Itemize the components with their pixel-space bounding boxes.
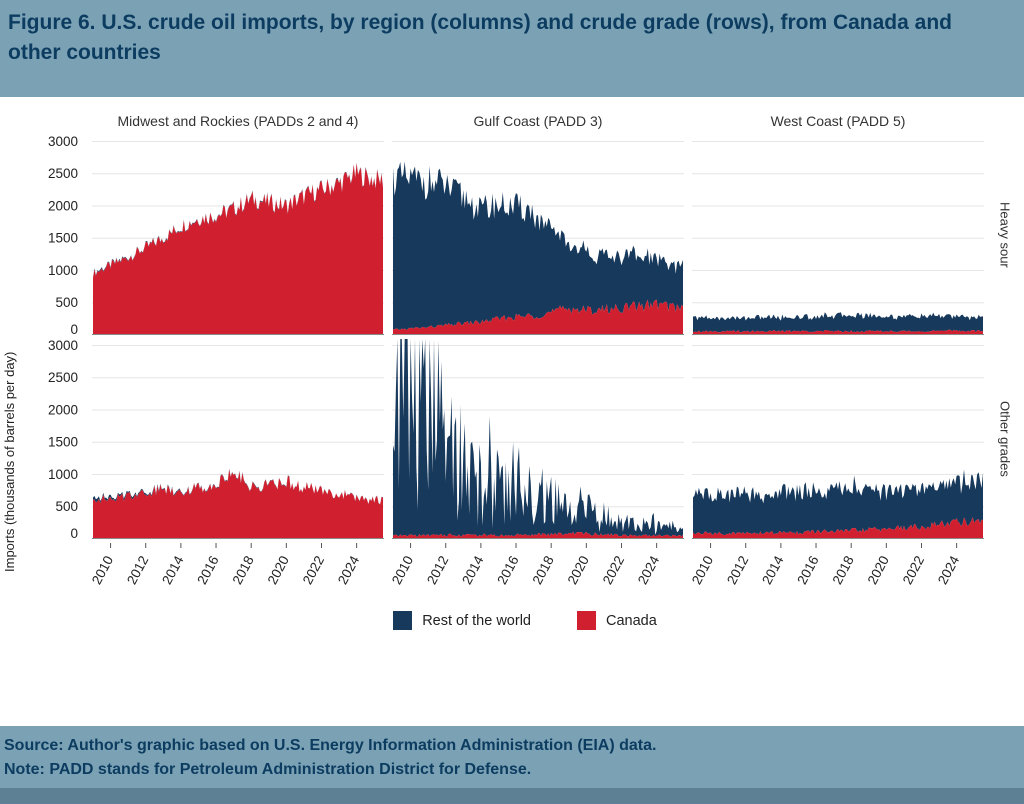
area-chart [692,140,984,335]
panel-other-grades-col1 [92,339,384,539]
bottom-strip [0,788,1024,804]
x-axis-ticks-col3: 2010 2012 2014 2016 2018 2020 2022 2024 [689,543,984,597]
y-axis-ticks-row1: 0 500 1000 1500 2000 2500 3000 [26,134,84,337]
svg-text:3000: 3000 [48,135,78,149]
figure-header-band: Figure 6. U.S. crude oil imports, by reg… [0,0,1024,97]
svg-text:2020: 2020 [865,553,892,587]
svg-text:2018: 2018 [229,553,256,587]
area-chart [92,140,384,335]
svg-text:2012: 2012 [724,553,751,587]
svg-text:500: 500 [55,295,78,310]
svg-text:1000: 1000 [48,263,78,278]
note-text: Note: PADD stands for Petroleum Administ… [4,761,532,778]
area-chart [392,140,684,335]
svg-text:2014: 2014 [459,553,487,587]
area-chart [392,339,684,539]
svg-text:2010: 2010 [92,553,116,587]
legend-item-rest-of-the-world: Rest of the world [393,611,531,630]
svg-text:2500: 2500 [48,370,78,385]
svg-text:2000: 2000 [48,402,78,417]
legend-label: Rest of the world [422,612,531,629]
svg-text:2014: 2014 [759,553,787,587]
row-title-heavy-sour: Heavy sour [997,202,1013,268]
svg-text:2018: 2018 [829,553,856,587]
panel-title-col1: Midwest and Rockies (PADDs 2 and 4) [117,113,359,129]
panel-heavy-sour-col2 [392,135,684,335]
figure-title: Figure 6. U.S. crude oil imports, by reg… [8,11,952,65]
area-chart [92,344,384,539]
chart-area: Imports (thousands of barrels per day) M… [0,97,1024,726]
svg-text:1500: 1500 [48,435,78,450]
svg-text:2020: 2020 [265,553,292,587]
svg-text:1000: 1000 [48,467,78,482]
panel-grid: Midwest and Rockies (PADDs 2 and 4) Gulf … [26,113,1024,597]
x-axis-ticks-col1: 2010 2012 2014 2016 2018 2020 2022 2024 [89,543,384,597]
svg-text:2010: 2010 [392,553,416,587]
svg-text:2014: 2014 [159,553,187,587]
legend-item-canada: Canada [577,611,657,630]
svg-text:2024: 2024 [335,553,363,587]
svg-text:0: 0 [70,526,78,539]
panel-other-grades-col3 [692,339,984,539]
legend: Rest of the world Canada [26,611,1024,630]
panel-other-grades-col2 [392,339,684,539]
source-text: Source: Author's graphic based on U.S. E… [4,737,657,754]
svg-text:1500: 1500 [48,231,78,246]
svg-text:2016: 2016 [194,553,221,587]
svg-text:2020: 2020 [565,553,592,587]
legend-label: Canada [606,612,657,629]
svg-text:2022: 2022 [900,553,927,587]
area-chart [692,344,984,539]
svg-text:2024: 2024 [935,553,963,587]
panel-heavy-sour-col1 [92,135,384,335]
svg-text:2012: 2012 [424,553,451,587]
x-axis-ticks-col2: 2010 2012 2014 2016 2018 2020 2022 2024 [389,543,684,597]
legend-swatch-canada [577,611,596,630]
legend-swatch-rest_of_world [393,611,413,630]
svg-text:3000: 3000 [48,339,78,353]
svg-text:2010: 2010 [692,553,716,587]
svg-text:2022: 2022 [600,553,627,587]
svg-text:0: 0 [70,322,78,335]
svg-text:2016: 2016 [794,553,821,587]
panel-title-col3: West Coast (PADD 5) [770,113,906,129]
svg-text:2022: 2022 [300,553,327,587]
svg-text:2016: 2016 [494,553,521,587]
y-axis-ticks-row2: 0 500 1000 1500 2000 2500 3000 [26,338,84,541]
svg-text:2000: 2000 [48,198,78,213]
svg-text:500: 500 [55,499,78,514]
panel-title-col2: Gulf Coast (PADD 3) [473,113,603,129]
row-title-other-grades: Other grades [997,401,1013,477]
figure-footer-band: Source: Author's graphic based on U.S. E… [0,726,1024,788]
svg-text:2018: 2018 [529,553,556,587]
panel-heavy-sour-col3 [692,135,984,335]
svg-text:2012: 2012 [124,553,151,587]
y-axis-title: Imports (thousands of barrels per day) [2,351,17,573]
svg-text:2024: 2024 [635,553,663,587]
svg-text:2500: 2500 [48,166,78,181]
